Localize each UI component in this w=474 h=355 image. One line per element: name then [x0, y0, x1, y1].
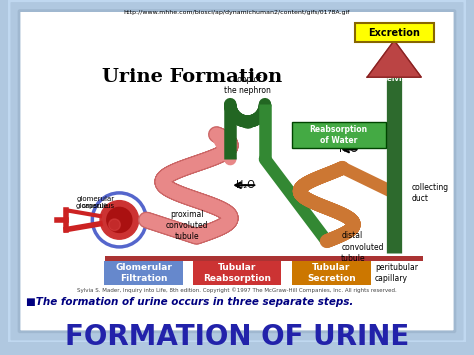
Text: glomerulus: glomerulus — [76, 203, 115, 208]
Text: Tubular
Reabsorption: Tubular Reabsorption — [203, 263, 271, 283]
Circle shape — [109, 219, 120, 230]
Text: glomerular
capsule: glomerular capsule — [76, 196, 114, 209]
Text: FORMATION OF URINE: FORMATION OF URINE — [65, 323, 409, 351]
Text: Tubular
Secretion: Tubular Secretion — [307, 263, 356, 283]
Text: proximal
convoluted
tubule: proximal convoluted tubule — [165, 210, 208, 241]
Circle shape — [107, 207, 132, 233]
FancyBboxPatch shape — [292, 122, 385, 148]
Text: ■The formation of urine occurs in three separate steps.: ■The formation of urine occurs in three … — [26, 297, 353, 307]
Text: peritubular
capillary: peritubular capillary — [375, 263, 418, 283]
Text: Sylvia S. Mader, Inquiry into Life, 8th edition. Copyright ©1997 The McGraw-Hill: Sylvia S. Mader, Inquiry into Life, 8th … — [77, 288, 397, 293]
Text: distal
convoluted
tubule: distal convoluted tubule — [341, 231, 383, 263]
FancyBboxPatch shape — [19, 11, 455, 332]
Text: loop of
the nephron: loop of the nephron — [224, 75, 271, 95]
Circle shape — [100, 201, 138, 239]
FancyBboxPatch shape — [355, 23, 434, 43]
FancyBboxPatch shape — [104, 261, 183, 284]
Text: H₂O: H₂O — [237, 180, 255, 190]
Text: Excretion: Excretion — [368, 28, 420, 38]
Text: Urine Formation: Urine Formation — [101, 68, 282, 86]
Text: Glomerular
Filtration: Glomerular Filtration — [115, 263, 172, 283]
Bar — [105, 256, 423, 261]
Text: http://www.mhhe.com/biosci/ap/dynamichuman2/content/gifs/0178A.gif: http://www.mhhe.com/biosci/ap/dynamichum… — [124, 10, 350, 15]
FancyBboxPatch shape — [292, 261, 371, 284]
Polygon shape — [367, 40, 421, 77]
Text: Reabsorption
of Water: Reabsorption of Water — [309, 125, 367, 145]
Text: H₂O: H₂O — [339, 144, 357, 154]
Text: renal
pelvis: renal pelvis — [383, 70, 406, 82]
Text: collecting
duct: collecting duct — [411, 183, 449, 203]
FancyBboxPatch shape — [192, 261, 282, 284]
FancyBboxPatch shape — [9, 0, 465, 343]
